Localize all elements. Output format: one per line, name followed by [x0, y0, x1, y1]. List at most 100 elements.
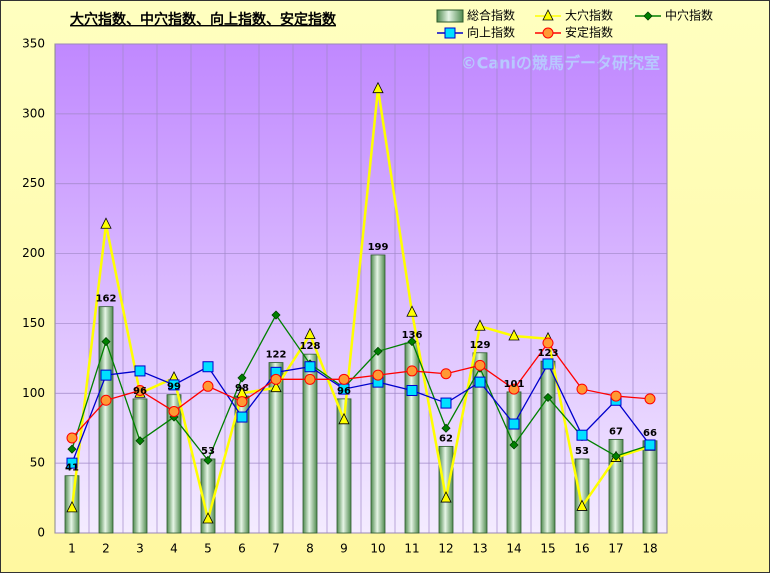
y-tick-label: 200	[22, 246, 45, 260]
x-tick-label: 6	[238, 542, 246, 556]
marker	[407, 337, 417, 347]
bar	[472, 352, 488, 534]
marker	[372, 369, 384, 381]
legend-swatch	[436, 9, 464, 23]
x-tick-label: 8	[306, 542, 314, 556]
marker	[542, 337, 554, 349]
x-tick-label: 15	[540, 542, 555, 556]
marker	[304, 327, 316, 340]
x-tick-label: 13	[472, 542, 487, 556]
legend-label: 向上指数	[467, 25, 515, 40]
marker	[236, 396, 248, 408]
x-tick-label: 18	[642, 542, 657, 556]
line	[71, 362, 651, 464]
marker	[543, 392, 553, 403]
marker	[202, 361, 214, 373]
data-label: 98	[235, 383, 249, 394]
marker	[372, 81, 384, 94]
data-label: 53	[575, 446, 589, 457]
bar	[166, 394, 182, 534]
marker	[66, 432, 78, 444]
marker	[270, 380, 282, 393]
marker	[202, 512, 214, 524]
marker	[440, 368, 452, 380]
marker	[338, 373, 350, 385]
marker	[644, 439, 656, 451]
marker	[168, 405, 180, 417]
x-tick-label: 3	[136, 542, 144, 556]
x-tick-label: 11	[404, 542, 419, 556]
legend-label: 総合指数	[467, 8, 515, 23]
data-label: 53	[201, 446, 215, 457]
marker	[611, 451, 621, 461]
bar	[438, 445, 454, 534]
x-tick-label: 4	[170, 542, 178, 556]
bar	[302, 353, 318, 534]
marker	[203, 455, 213, 465]
x-tick-label: 9	[340, 542, 348, 556]
data-label: 122	[266, 350, 287, 361]
legend-label: 大穴指数	[565, 8, 613, 23]
marker	[100, 394, 112, 406]
data-label: 66	[643, 428, 657, 439]
data-label: 162	[96, 294, 117, 305]
marker	[406, 384, 418, 396]
bar	[506, 391, 522, 534]
marker	[474, 359, 486, 371]
x-tick-label: 2	[102, 542, 110, 556]
data-label: 199	[368, 242, 389, 253]
chart-title: 大穴指数、中穴指数、向上指数、安定指数	[70, 11, 337, 28]
bar	[268, 362, 284, 534]
marker	[474, 319, 486, 331]
marker	[440, 491, 452, 503]
marker	[134, 365, 146, 377]
y-tick-label: 100	[22, 386, 45, 400]
marker	[271, 310, 281, 320]
marker	[100, 369, 112, 381]
marker	[508, 418, 520, 430]
legend-label: 中穴指数	[665, 8, 713, 23]
marker	[406, 305, 418, 317]
marker	[542, 358, 554, 370]
bar	[132, 398, 148, 534]
x-tick-label: 17	[608, 542, 623, 556]
marker	[474, 376, 486, 388]
marker	[236, 411, 248, 423]
marker	[508, 383, 520, 395]
marker	[270, 373, 282, 385]
marker	[542, 9, 554, 21]
marker	[644, 393, 656, 405]
y-tick-label: 350	[22, 37, 45, 51]
data-label: 128	[300, 341, 321, 352]
marker	[610, 390, 622, 402]
marker	[134, 384, 146, 396]
x-tick-label: 7	[272, 542, 280, 556]
marker	[440, 397, 452, 409]
x-tick-label: 16	[574, 542, 589, 556]
y-tick-label: 150	[22, 316, 45, 330]
marker	[66, 500, 78, 513]
marker	[509, 440, 519, 450]
marker	[338, 412, 350, 425]
data-label: 101	[504, 379, 525, 390]
line	[71, 341, 651, 439]
x-tick-label: 14	[506, 542, 521, 556]
data-label: 136	[402, 330, 423, 341]
marker	[237, 373, 247, 383]
marker	[304, 361, 316, 373]
marker	[406, 365, 418, 377]
marker	[576, 429, 588, 441]
marker	[67, 444, 77, 454]
marker	[576, 383, 588, 395]
y-tick-label: 0	[37, 526, 45, 540]
y-tick-label: 250	[22, 176, 45, 190]
line	[71, 313, 651, 462]
data-label: 62	[439, 433, 453, 444]
data-label: 41	[65, 463, 79, 474]
marker	[576, 499, 588, 511]
data-label: 129	[470, 340, 491, 351]
bar	[574, 458, 590, 534]
data-label: 123	[538, 348, 559, 359]
marker	[100, 217, 112, 229]
